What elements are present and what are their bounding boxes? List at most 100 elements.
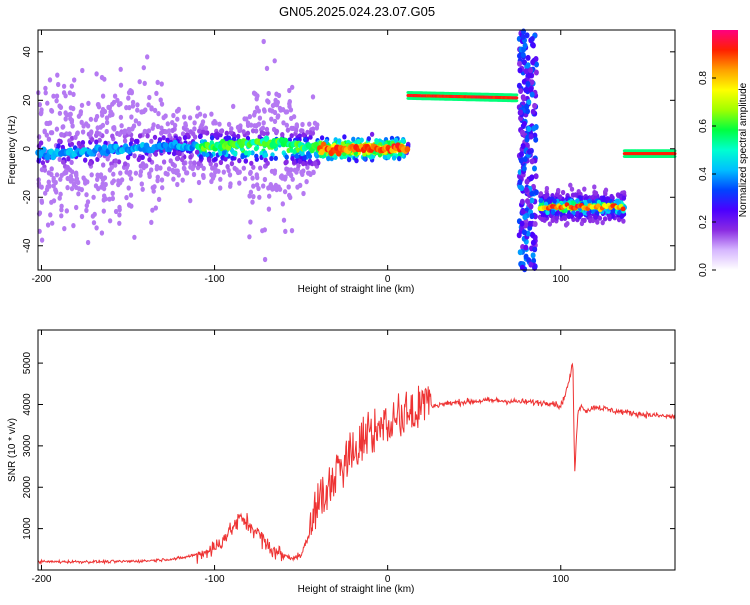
- spectrogram-point: [141, 65, 146, 71]
- spectrogram-point: [529, 36, 535, 42]
- spectrogram-x-tick-label: -100: [205, 274, 225, 285]
- spectrogram-point: [397, 156, 402, 162]
- spectrogram-point: [54, 93, 60, 99]
- spectrogram-point: [527, 148, 532, 155]
- spectrogram-point: [145, 133, 150, 139]
- spectrogram-point: [72, 77, 77, 83]
- spectrogram-point: [262, 176, 268, 183]
- spectrogram-point: [235, 169, 241, 176]
- spectrogram-point: [149, 138, 154, 144]
- spectrogram-point: [287, 192, 292, 198]
- spectrogram-point: [147, 152, 152, 158]
- spectrogram-point: [118, 101, 123, 107]
- spectrogram-point: [100, 93, 106, 99]
- spectrogram-point: [230, 155, 235, 161]
- spectrogram-point: [520, 33, 526, 40]
- spectrogram-point: [300, 121, 305, 128]
- spectrogram-point: [137, 79, 142, 85]
- spectrogram-point: [122, 138, 128, 144]
- spectrogram-point: [107, 218, 113, 224]
- spectrogram-point: [110, 195, 116, 202]
- spectrogram-point: [174, 156, 180, 162]
- spectrogram-point: [161, 135, 166, 141]
- spectrogram-point: [281, 217, 287, 223]
- spectrogram-point: [111, 178, 117, 184]
- spectrogram-point: [228, 129, 234, 136]
- spectrogram-point: [85, 123, 91, 129]
- spectrogram-point: [136, 156, 141, 163]
- spectrogram-point: [140, 154, 145, 160]
- spectrogram-point: [46, 136, 52, 142]
- spectrogram-point: [79, 102, 85, 108]
- spectrogram-point: [97, 137, 102, 143]
- spectrogram-point: [74, 172, 79, 178]
- spectrogram-point: [199, 123, 204, 129]
- spectrogram-point: [113, 208, 119, 215]
- spectrogram-point: [621, 218, 626, 224]
- snr-x-tick-label: -200: [31, 574, 51, 585]
- spectrogram-point: [198, 154, 203, 160]
- spectrogram-point: [256, 108, 261, 114]
- spectrogram-point: [517, 249, 523, 256]
- spectrogram-point: [149, 219, 154, 225]
- spectrogram-point: [307, 158, 313, 164]
- spectrogram-point: [529, 174, 535, 181]
- colorbar-tick-label: 0.6: [698, 119, 709, 133]
- spectrogram-point: [123, 161, 128, 167]
- spectrogram-x-label: Height of straight line (km): [298, 284, 415, 295]
- spectrogram-point: [175, 181, 180, 188]
- spectrogram-point: [128, 88, 133, 94]
- spectrogram-point: [533, 69, 539, 76]
- spectrogram-point: [609, 193, 614, 200]
- spectrogram-point: [524, 178, 530, 185]
- spectrogram-point: [125, 154, 131, 161]
- spectrogram-point: [96, 102, 101, 108]
- spectrogram-point: [182, 166, 187, 172]
- spectrogram-point: [263, 152, 269, 158]
- spectrogram-point: [304, 179, 309, 185]
- spectrogram-point: [59, 207, 64, 213]
- spectrogram-point: [248, 122, 254, 128]
- spectrogram-point: [196, 179, 202, 186]
- spectrogram-point: [91, 220, 97, 226]
- spectrogram-point: [517, 60, 522, 67]
- spectrogram-point: [104, 115, 110, 121]
- spectrogram-point: [516, 82, 522, 89]
- spectrogram-point: [241, 165, 246, 171]
- spectrogram-point: [250, 150, 255, 156]
- spectrogram-point: [129, 114, 134, 120]
- spectrogram-point: [242, 176, 248, 182]
- spectrogram-point: [289, 133, 294, 139]
- spectrogram-point: [80, 140, 86, 146]
- spectrogram-point: [597, 215, 603, 221]
- spectrogram-point: [285, 127, 291, 133]
- spectrogram-point: [543, 201, 549, 207]
- spectrogram-point: [140, 161, 146, 167]
- spectrogram-point: [529, 158, 535, 165]
- spectrogram-point: [256, 185, 261, 192]
- spectrogram-point: [314, 125, 319, 131]
- spectrogram-point: [592, 184, 597, 190]
- spectrogram-point: [617, 210, 622, 216]
- spectrogram-point: [55, 72, 60, 78]
- spectrogram-point: [192, 126, 197, 132]
- spectrogram-point: [533, 173, 539, 180]
- spectrogram-point: [579, 220, 585, 227]
- spectrogram-point: [255, 175, 260, 181]
- spectrogram-point: [124, 195, 129, 201]
- spectrogram-point: [356, 138, 361, 145]
- spectrogram-point: [218, 159, 224, 166]
- spectrogram-point: [67, 138, 72, 144]
- spectrogram-point: [517, 179, 523, 186]
- spectrogram-point: [37, 210, 43, 216]
- colorbar-ticks: 0.0 0.2 0.4 0.6 0.8: [698, 71, 716, 277]
- spectrogram-point: [155, 174, 160, 180]
- spectrogram-point: [336, 150, 342, 157]
- spectrogram-point: [531, 125, 537, 132]
- spectrogram-point: [140, 186, 145, 192]
- spectrogram-point: [326, 156, 331, 162]
- spectrogram-point: [197, 128, 202, 134]
- spectrogram-point: [198, 133, 203, 139]
- spectrogram-point: [216, 168, 221, 174]
